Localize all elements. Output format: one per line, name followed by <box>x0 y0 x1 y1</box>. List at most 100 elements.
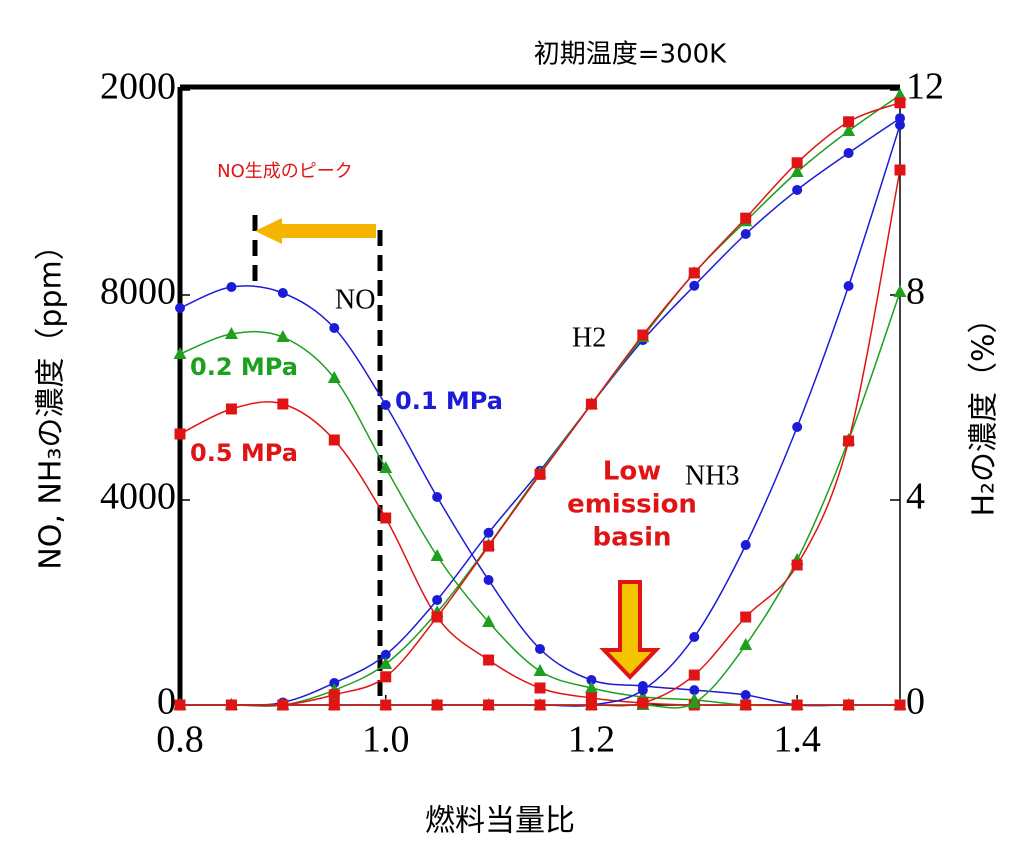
series-line <box>179 117 901 706</box>
marker <box>534 468 546 480</box>
marker <box>329 323 340 334</box>
marker <box>277 699 289 711</box>
marker <box>327 371 341 384</box>
marker <box>483 699 495 711</box>
marker <box>533 664 547 677</box>
marker <box>174 699 186 711</box>
basin-annotation: Low <box>603 457 661 487</box>
decorations <box>252 215 661 705</box>
marker <box>380 699 392 711</box>
marker <box>585 699 597 711</box>
marker <box>637 697 649 709</box>
marker <box>379 657 393 669</box>
marker <box>482 614 496 627</box>
series-line <box>179 285 900 707</box>
marker <box>380 399 391 410</box>
marker <box>431 699 443 711</box>
marker <box>483 527 494 538</box>
x-tick-label: 1.4 <box>773 719 821 761</box>
marker <box>584 680 598 693</box>
marker <box>895 120 905 131</box>
y2-tick-label: 4 <box>906 476 925 518</box>
basin-arrow <box>599 580 661 680</box>
series-line <box>179 401 900 706</box>
marker <box>894 699 906 711</box>
marker <box>894 97 906 109</box>
marker <box>380 512 392 524</box>
marker <box>277 398 289 410</box>
marker <box>432 594 443 605</box>
y2-tick-label: 12 <box>906 66 944 108</box>
marker <box>791 559 803 571</box>
marker <box>843 116 855 128</box>
y-tick-label: 8000 <box>100 271 176 313</box>
marker <box>585 692 597 704</box>
marker <box>225 403 237 415</box>
marker <box>637 685 648 696</box>
x-tick-label: 1.0 <box>362 719 410 761</box>
marker <box>328 689 340 701</box>
marker <box>688 669 700 681</box>
marker <box>379 461 393 474</box>
marker <box>174 428 186 440</box>
x-tick-label: 1.2 <box>568 719 616 761</box>
marker <box>432 491 443 502</box>
y-axis-label: NO, NH₃の濃度（ppm） <box>34 230 69 569</box>
marker <box>688 267 700 279</box>
marker <box>791 157 803 169</box>
marker <box>687 695 701 708</box>
marker <box>328 434 340 446</box>
marker <box>483 540 495 552</box>
y-tick-label: 0 <box>157 681 176 723</box>
y2-axis-label: H₂の濃度（%） <box>967 303 1002 516</box>
marker <box>740 690 751 701</box>
marker <box>740 699 752 711</box>
marker <box>893 88 907 101</box>
marker <box>740 212 752 224</box>
marker <box>894 164 906 176</box>
marker <box>637 329 649 341</box>
marker <box>586 674 597 685</box>
marker <box>431 611 443 623</box>
curve-label: NH3 <box>685 460 739 491</box>
marker <box>792 422 803 433</box>
y2-tick-label: 8 <box>906 271 925 313</box>
marker <box>740 229 751 240</box>
marker <box>329 677 340 688</box>
marker <box>175 303 185 314</box>
marker <box>689 631 700 642</box>
marker <box>893 284 907 297</box>
curve-label: 0.1 MPa <box>395 387 503 415</box>
marker <box>843 148 854 159</box>
curve-label: 0.5 MPa <box>190 439 298 467</box>
marker <box>224 327 238 340</box>
marker <box>534 699 546 711</box>
series-line <box>180 94 901 707</box>
marker <box>843 699 855 711</box>
marker <box>790 165 804 177</box>
marker <box>842 124 856 136</box>
peak-arrow <box>255 218 376 244</box>
y-tick-label: 4000 <box>100 476 176 518</box>
marker <box>225 699 237 711</box>
x-axis-label: 燃料当量比 <box>425 804 575 839</box>
y2-tick-label: 0 <box>906 681 925 723</box>
marker <box>328 699 340 711</box>
marker <box>739 637 753 650</box>
marker <box>276 330 290 343</box>
marker <box>483 575 494 586</box>
marker <box>843 280 854 291</box>
series-line <box>180 124 901 707</box>
basin-annotation: emission <box>567 490 697 520</box>
marker <box>483 654 495 666</box>
marker <box>535 643 545 654</box>
marker <box>226 282 237 293</box>
series-line <box>180 169 901 707</box>
curve-label: H2 <box>572 322 606 353</box>
marker <box>689 685 700 696</box>
chart-title: 初期温度=300K <box>534 40 727 70</box>
x-tick-label: 0.8 <box>156 719 204 761</box>
marker <box>534 682 546 694</box>
peak-annotation: NO生成のピーク <box>217 161 353 182</box>
